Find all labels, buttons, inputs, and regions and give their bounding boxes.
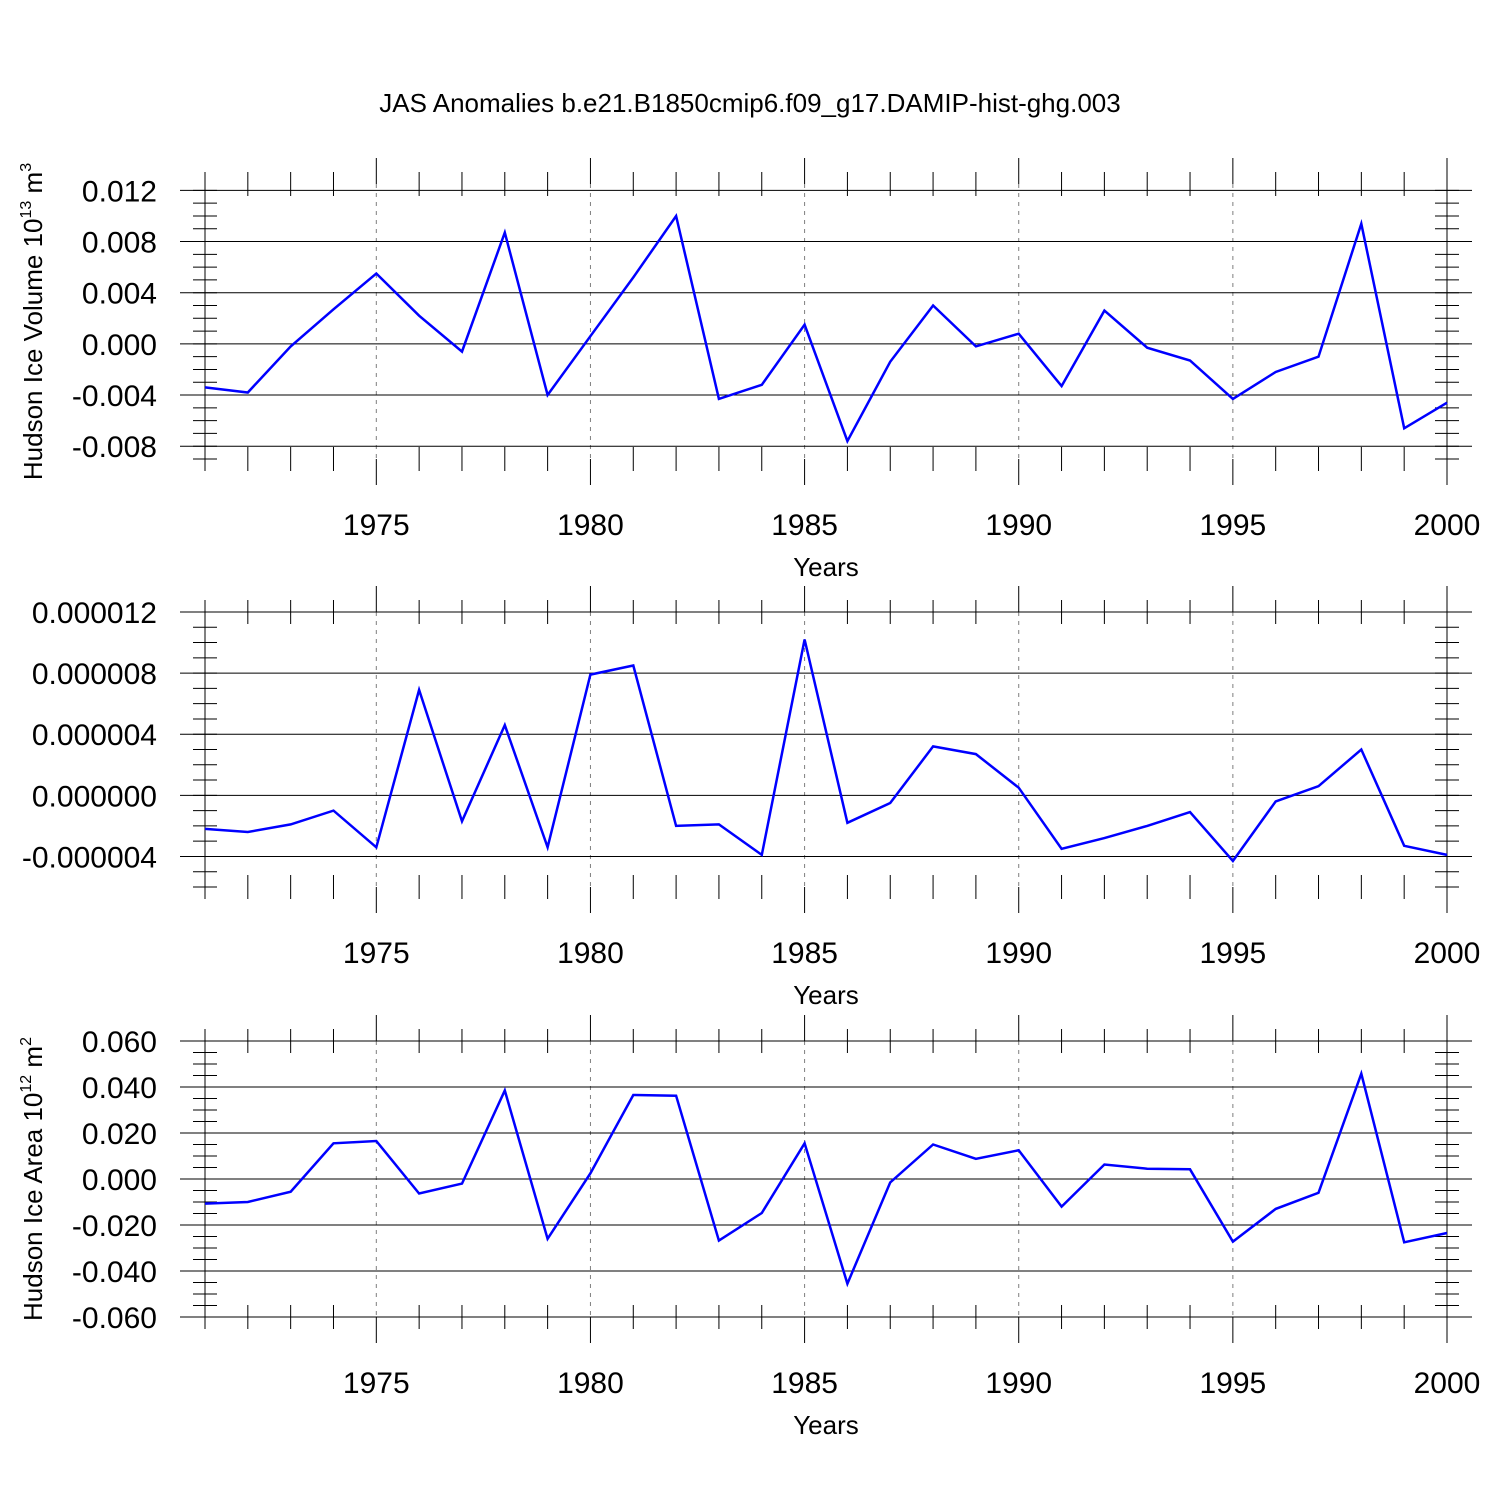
series-line: [204, 1069, 1448, 1288]
y-tick-label: 0.000004: [32, 719, 157, 752]
x-tick-label: 1980: [557, 509, 624, 542]
x-tick-label: 1980: [557, 1367, 624, 1400]
chart-panels: 0.012 0.008 0.004 0.000 -0.004 -0.008 1975 1980…: [18, 158, 1480, 1440]
y-tick-label: 0.000: [82, 1164, 157, 1197]
chart-panel-1: 0.012 0.008 0.004 0.000 -0.004 -0.008 1975 1980…: [18, 158, 1480, 582]
y-tick-label: -0.060: [72, 1302, 157, 1335]
x-tick-label: 1975: [343, 509, 410, 542]
y-tick-label: 0.000008: [32, 658, 157, 691]
x-tick-label: 1985: [771, 509, 838, 542]
x-tick-label: 1985: [771, 1367, 838, 1400]
x-tick-label: 2000: [1414, 937, 1481, 970]
y-tick-label: 0.040: [82, 1072, 157, 1105]
y-tick-label: 0.004: [82, 278, 157, 311]
y-tick-label: 0.012: [82, 175, 157, 208]
y-tick-label: 0.060: [82, 1026, 157, 1059]
y-tick-label: -0.000004: [22, 841, 157, 874]
x-tick-label: 1985: [771, 937, 838, 970]
y-tick-label: 0.000000: [32, 780, 157, 813]
x-tick-label: 1975: [343, 1367, 410, 1400]
y-tick-label: -0.020: [72, 1210, 157, 1243]
x-tick-label: 1995: [1199, 509, 1266, 542]
x-axis-title: Years: [793, 1410, 859, 1440]
x-tick-label: 1990: [985, 1367, 1052, 1400]
y-tick-label: -0.004: [72, 380, 157, 413]
y-tick-label: -0.008: [72, 431, 157, 464]
chart-panel-3: 0.060 0.040 0.020 0.000 -0.020 -0.040 -0.060 19…: [18, 1015, 1480, 1440]
y-tick-label: 0.008: [82, 227, 157, 260]
x-tick-label: 2000: [1414, 1367, 1481, 1400]
x-tick-label: 1980: [557, 937, 624, 970]
x-tick-label: 1995: [1199, 1367, 1266, 1400]
y-tick-label: 0.020: [82, 1118, 157, 1151]
y-tick-label: 0.000012: [32, 597, 157, 630]
x-tick-label: 2000: [1414, 509, 1481, 542]
series-line: [204, 212, 1448, 445]
y-tick-label: -0.040: [72, 1256, 157, 1289]
series-line: [204, 639, 1448, 864]
y-axis-title: Hudson Ice Volume 1013 m3: [18, 163, 48, 480]
chart-panel-2: 0.000012 0.000008 0.000004 0.000000 -0.00000…: [22, 586, 1481, 1010]
x-tick-label: 1990: [985, 509, 1052, 542]
x-axis-title: Years: [793, 980, 859, 1010]
x-tick-label: 1990: [985, 937, 1052, 970]
x-tick-label: 1975: [343, 937, 410, 970]
x-axis-title: Years: [793, 552, 859, 582]
y-axis-title: Hudson Ice Area 1012 m2: [18, 1037, 48, 1321]
x-tick-label: 1995: [1199, 937, 1266, 970]
chart-title: JAS Anomalies b.e21.B1850cmip6.f09_g17.D…: [379, 88, 1120, 118]
y-tick-label: 0.000: [82, 329, 157, 362]
